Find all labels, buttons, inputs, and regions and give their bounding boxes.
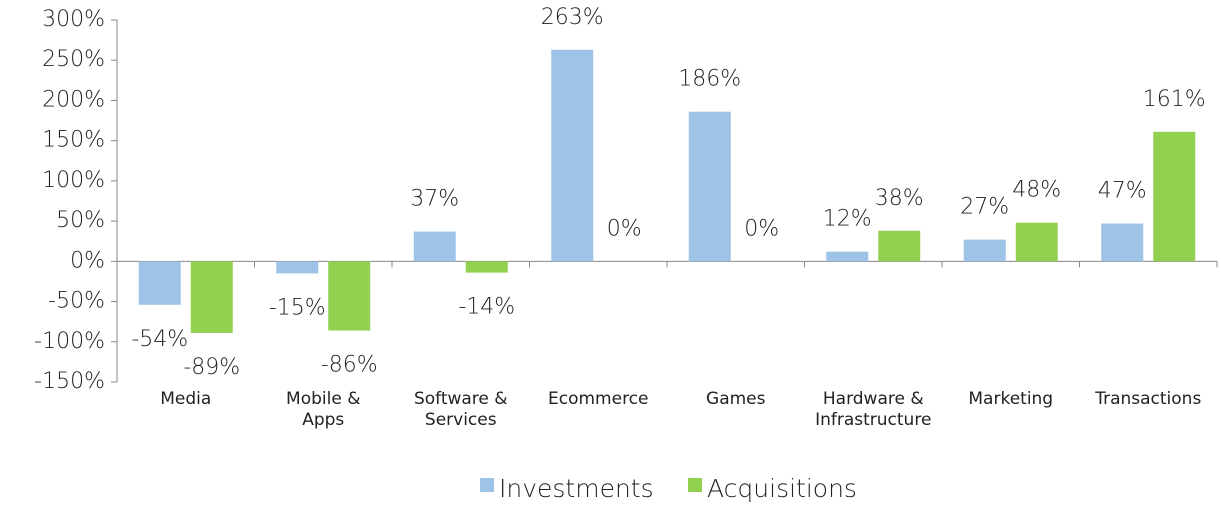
- data-label: 263%: [541, 5, 604, 30]
- data-label: -86%: [321, 353, 378, 378]
- bar: [878, 230, 921, 262]
- x-tick-label: Mobile & Apps: [286, 389, 361, 430]
- data-label: -89%: [183, 355, 240, 380]
- bar: [1153, 131, 1196, 262]
- y-tick-label: 300%: [42, 7, 105, 32]
- y-tick-label: 250%: [42, 47, 105, 72]
- x-tick-label: Transactions: [1095, 389, 1202, 409]
- bar: [688, 111, 731, 262]
- bar: [138, 261, 181, 305]
- data-label: 0%: [607, 216, 642, 241]
- bar: [963, 239, 1006, 262]
- data-label: 12%: [823, 207, 872, 232]
- bar: [1015, 222, 1058, 262]
- bar: [413, 231, 456, 262]
- x-tick-label: Hardware & Infrastructure: [815, 389, 932, 430]
- bar: [551, 49, 594, 262]
- bar: [826, 251, 869, 262]
- bar: [190, 261, 233, 333]
- legend-swatch: [688, 478, 702, 492]
- y-tick-label: 50%: [56, 208, 105, 233]
- y-tick-label: -150%: [34, 369, 105, 394]
- y-tick-label: -100%: [34, 329, 105, 354]
- y-tick-label: 100%: [42, 168, 105, 193]
- x-tick-label: Media: [160, 389, 212, 409]
- data-label: -54%: [131, 327, 188, 352]
- y-tick-label: 200%: [42, 87, 105, 112]
- bar: [465, 261, 508, 273]
- data-label: 37%: [410, 187, 459, 212]
- y-tick-label: 150%: [42, 128, 105, 153]
- data-label: 47%: [1098, 179, 1147, 204]
- x-tick-label: Marketing: [968, 389, 1054, 409]
- data-label: -14%: [458, 295, 515, 320]
- y-tick-label: -50%: [48, 289, 105, 314]
- data-label: 186%: [678, 67, 741, 92]
- data-label: 161%: [1143, 87, 1206, 112]
- bar: [1101, 223, 1144, 262]
- legend-label: Investments: [499, 474, 654, 503]
- bar: [328, 261, 371, 331]
- data-label: 0%: [744, 216, 779, 241]
- legend-label: Acquisitions: [707, 474, 857, 503]
- data-label: 38%: [875, 186, 924, 211]
- data-label: 27%: [960, 195, 1009, 220]
- x-tick-label: Software & Services: [413, 389, 508, 430]
- x-tick-label: Games: [706, 389, 766, 409]
- x-tick-label: Ecommerce: [548, 389, 649, 409]
- bar: [276, 261, 319, 274]
- data-label: -15%: [269, 295, 326, 320]
- y-tick-label: 0%: [70, 248, 105, 273]
- data-label: 48%: [1012, 178, 1061, 203]
- legend-swatch: [480, 478, 494, 492]
